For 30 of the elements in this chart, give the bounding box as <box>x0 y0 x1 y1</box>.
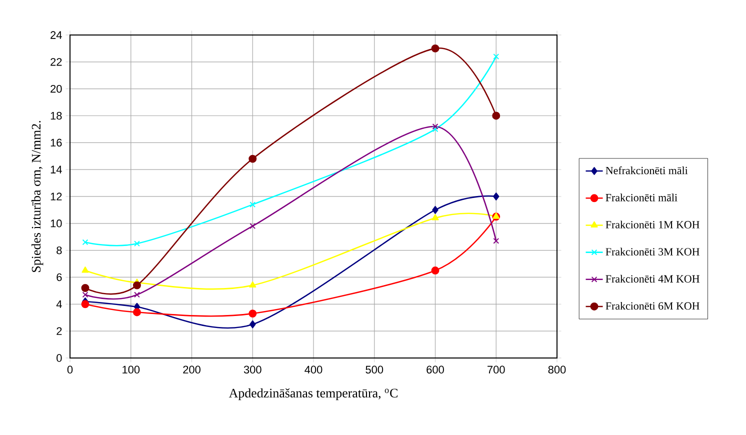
legend-label: Frakcionēti 4M KOH <box>606 274 700 283</box>
x-tick-label: 500 <box>366 366 384 374</box>
y-tick-label: 16 <box>50 138 62 147</box>
x-tick-label: 600 <box>426 366 444 374</box>
y-tick-label: 24 <box>50 31 62 39</box>
y-tick-label: 22 <box>50 58 62 66</box>
y-tick-label: 6 <box>56 273 62 282</box>
y-axis-title: Spiedes izturība σm, N/mm2. <box>31 120 44 272</box>
x-tick-label: 100 <box>122 366 140 374</box>
y-tick-label: 2 <box>56 327 62 335</box>
y-tick-label: 0 <box>56 354 62 362</box>
y-tick-label: 14 <box>50 166 62 174</box>
legend-label: Frakcionēti māli <box>606 194 678 202</box>
legend-label: Frakcionēti 3M KOH <box>606 248 700 256</box>
y-tick-label: 10 <box>50 220 62 228</box>
x-axis-title: Apdedzināšanas temperatūra, $^{o}$C <box>228 388 398 400</box>
x-tick-label: 700 <box>488 366 505 374</box>
legend-label: Frakcionēti 6M KOH <box>606 302 700 310</box>
y-tick-label: 4 <box>56 300 62 308</box>
legend-label: Frakcionēti 1M KOH <box>606 220 700 228</box>
y-tick-label: 8 <box>56 246 62 254</box>
x-tick-label: 300 <box>244 366 262 374</box>
x-tick-label: 400 <box>304 366 322 374</box>
x-tick-label: 200 <box>183 366 200 374</box>
y-tick-label: 20 <box>50 84 62 93</box>
legend-label: Nefrakcionēti māli <box>606 166 688 174</box>
y-tick-label: 12 <box>50 192 62 200</box>
x-tick-label: 0 <box>67 366 73 374</box>
y-tick-label: 18 <box>50 112 62 120</box>
x-tick-label: 800 <box>548 366 566 374</box>
